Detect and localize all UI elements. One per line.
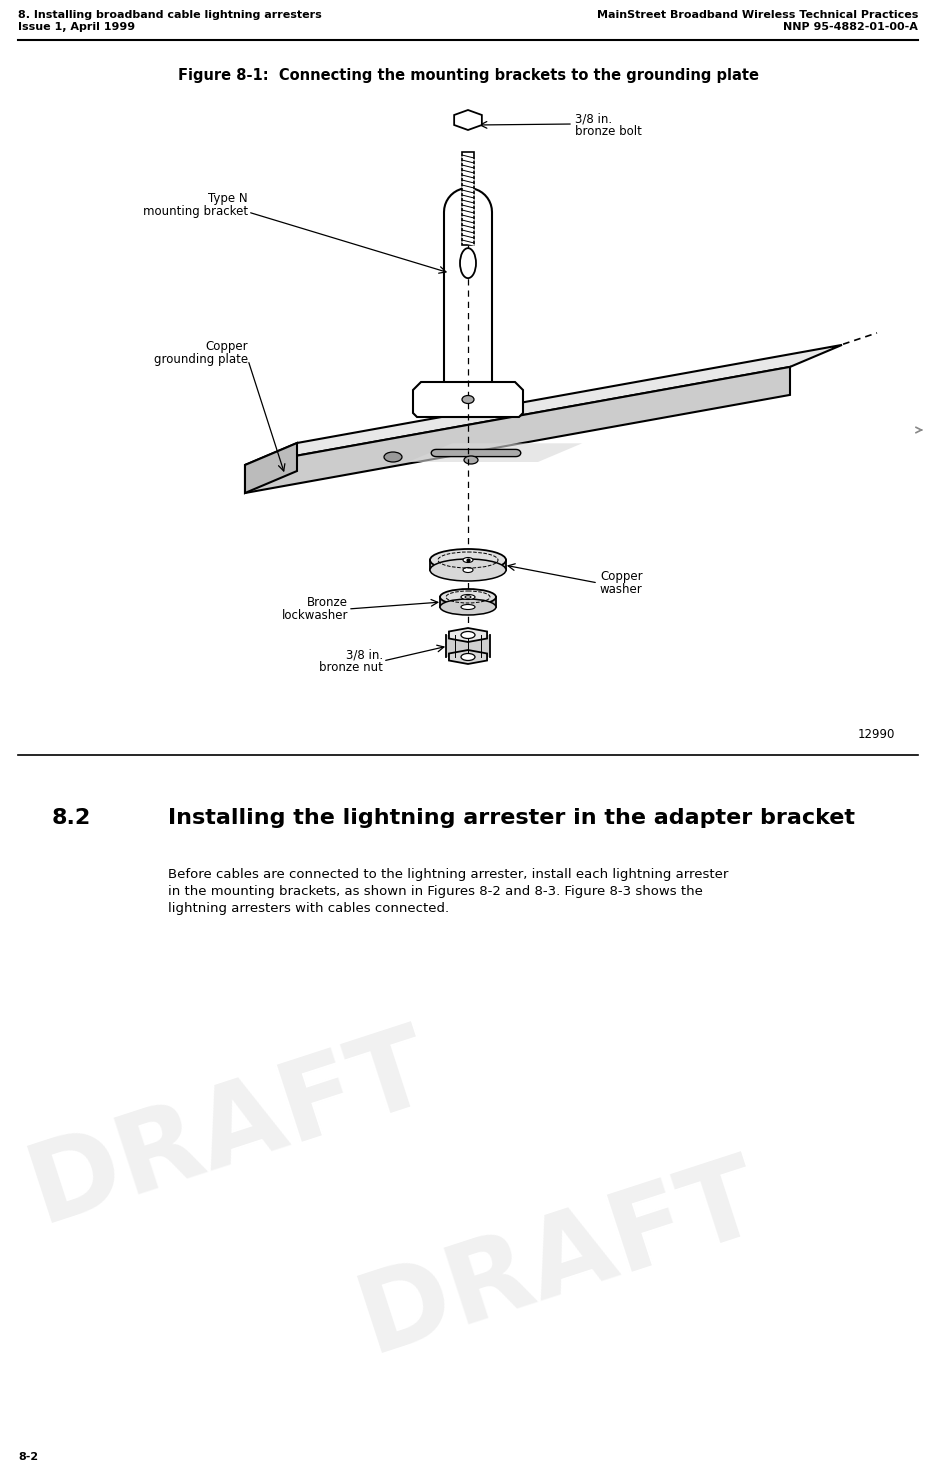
Text: lockwasher: lockwasher [282,610,348,621]
Ellipse shape [465,596,471,598]
Text: 3/8 in.: 3/8 in. [575,112,612,125]
Text: 8-2: 8-2 [18,1452,38,1463]
Bar [446,635,490,657]
Polygon shape [444,187,492,390]
Text: bronze bolt: bronze bolt [575,125,642,137]
Text: DRAFT: DRAFT [345,1145,774,1376]
Text: Before cables are connected to the lightning arrester, install each lightning ar: Before cables are connected to the light… [168,868,728,881]
Text: 12990: 12990 [857,728,895,741]
Text: NNP 95-4882-01-00-A: NNP 95-4882-01-00-A [783,22,918,32]
Text: Figure 8-1:  Connecting the mounting brackets to the grounding plate: Figure 8-1: Connecting the mounting brac… [178,68,758,83]
Polygon shape [431,449,520,456]
Ellipse shape [461,632,475,639]
Polygon shape [408,443,582,462]
Text: washer: washer [600,583,643,596]
Text: in the mounting brackets, as shown in Figures 8-2 and 8-3. Figure 8-3 shows the: in the mounting brackets, as shown in Fi… [168,886,703,897]
Ellipse shape [463,567,473,573]
Text: Bronze: Bronze [307,596,348,610]
Text: mounting bracket: mounting bracket [143,205,248,218]
Text: bronze nut: bronze nut [319,661,383,675]
Polygon shape [449,627,487,642]
Ellipse shape [460,248,476,277]
Text: Issue 1, April 1999: Issue 1, April 1999 [18,22,135,32]
Polygon shape [454,111,482,130]
Text: grounding plate: grounding plate [154,353,248,366]
Polygon shape [449,649,487,664]
Ellipse shape [461,654,475,660]
Text: Copper: Copper [205,339,248,353]
Polygon shape [245,345,842,465]
Bar [430,559,506,570]
Text: 3/8 in.: 3/8 in. [346,648,383,661]
Ellipse shape [430,559,506,582]
Ellipse shape [461,595,475,599]
Polygon shape [245,368,790,493]
Ellipse shape [430,549,506,571]
Bar [440,596,496,607]
Text: 8.2: 8.2 [52,807,91,828]
Ellipse shape [463,558,473,562]
Bar [462,152,474,245]
Text: 8. Installing broadband cable lightning arresters: 8. Installing broadband cable lightning … [18,10,322,21]
Text: MainStreet Broadband Wireless Technical Practices: MainStreet Broadband Wireless Technical … [596,10,918,21]
Polygon shape [413,382,523,418]
Ellipse shape [464,456,478,463]
Text: lightning arresters with cables connected.: lightning arresters with cables connecte… [168,902,449,915]
Ellipse shape [461,605,475,610]
Ellipse shape [384,452,402,462]
Ellipse shape [462,396,474,403]
Text: DRAFT: DRAFT [16,1015,445,1246]
Text: Type N: Type N [209,192,248,205]
Text: Installing the lightning arrester in the adapter bracket: Installing the lightning arrester in the… [168,807,855,828]
Polygon shape [245,443,297,493]
Ellipse shape [440,599,496,615]
Text: Copper: Copper [600,570,643,583]
Ellipse shape [440,589,496,605]
